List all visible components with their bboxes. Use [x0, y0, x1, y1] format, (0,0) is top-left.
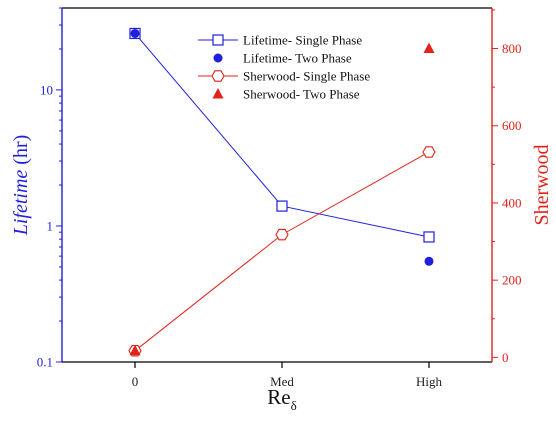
- x-axis-title-subscript: δ: [291, 398, 297, 413]
- legend-label-3: Sherwood- Two Phase: [243, 87, 360, 102]
- left-y-tick-label: 10: [40, 82, 53, 97]
- right-y-tick-label: 0: [502, 350, 509, 365]
- data-point-series-0: [276, 200, 288, 212]
- series-line-2: [134, 151, 430, 352]
- x-axis-title-main: Re: [267, 385, 290, 409]
- data-point-series-3: [423, 42, 435, 54]
- right-y-axis-title: Sherwood: [531, 144, 553, 225]
- legend-marker-2: [211, 70, 225, 82]
- left-y-tick-label: 1: [47, 218, 54, 233]
- left-y-axis-title: Lifetime (hr): [10, 135, 32, 237]
- legend-marker-1: [213, 53, 223, 63]
- legend-label-1: Lifetime- Two Phase: [243, 51, 352, 66]
- right-y-tick-label: 400: [502, 195, 522, 210]
- data-point-series-1: [424, 256, 434, 266]
- data-point-series-0: [423, 231, 435, 243]
- data-point-series-2: [422, 146, 436, 158]
- left-y-axis-title-italic: Lifetime: [10, 170, 32, 237]
- right-y-tick-label: 600: [502, 118, 522, 133]
- legend-marker-3: [212, 88, 224, 99]
- data-point-series-1: [130, 28, 140, 38]
- x-tick-label: 0: [132, 374, 139, 389]
- x-axis-title: Reδ: [267, 385, 296, 413]
- left-y-tick-label: 0.1: [37, 355, 53, 370]
- axes: 0 Med High 0.1 1 10 0 200 400 600 800 Reδ Lifetime (…: [10, 7, 553, 413]
- left-y-axis-title-unit: (hr): [10, 135, 32, 170]
- legend: Lifetime- Single Phase Lifetime- Two Phas…: [198, 33, 370, 102]
- legend-label-2: Sherwood- Single Phase: [243, 69, 370, 84]
- right-y-tick-label: 800: [502, 41, 522, 56]
- legend-marker-0: [212, 34, 224, 46]
- legend-label-0: Lifetime- Single Phase: [243, 33, 362, 48]
- data-point-series-3: [129, 344, 141, 356]
- x-tick-label: High: [416, 374, 443, 389]
- data-point-series-2: [275, 228, 289, 241]
- x-tick-label: Med: [270, 374, 294, 389]
- right-y-tick-label: 200: [502, 273, 522, 288]
- series-markers: [128, 27, 436, 357]
